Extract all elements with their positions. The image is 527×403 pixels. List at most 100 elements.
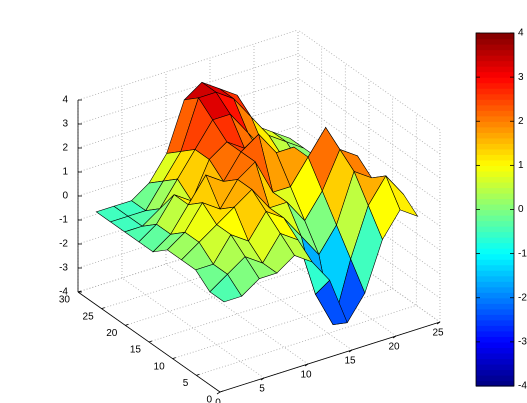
colorbar-cell — [476, 319, 514, 326]
colorbar-cell — [476, 231, 514, 238]
colorbar-cell — [476, 181, 514, 189]
colorbar-cell — [476, 88, 514, 95]
colorbar-tick-label: -3 — [518, 337, 527, 348]
x-tick — [436, 321, 441, 325]
grid-line — [297, 29, 441, 131]
colorbar-tick-label: 4 — [518, 28, 524, 39]
x-tick — [304, 363, 309, 367]
colorbar-cell — [476, 38, 514, 45]
colorbar-cell — [476, 99, 514, 106]
colorbar-cell — [476, 77, 514, 84]
z-tick-label: 1 — [62, 167, 68, 178]
z-tick-label: 2 — [62, 143, 68, 154]
x-tick — [348, 349, 353, 353]
colorbar-cell — [476, 137, 514, 144]
x-tick-label: 25 — [432, 328, 444, 339]
grid-line — [77, 53, 299, 125]
colorbar-cell — [476, 198, 514, 205]
colorbar-cell — [476, 215, 514, 222]
grid-line — [121, 277, 265, 379]
colorbar-cell — [476, 347, 514, 354]
colorbar-cell — [476, 209, 514, 216]
colorbar-cell — [476, 121, 514, 128]
colorbar-cell — [476, 154, 514, 161]
x-tick — [260, 377, 265, 381]
y-tick — [101, 307, 105, 310]
x-tick-label: 15 — [344, 356, 356, 367]
z-tick-label: -3 — [59, 263, 68, 274]
colorbar-cell — [476, 286, 514, 293]
colorbar-cell — [476, 281, 514, 288]
y-tick-label: 30 — [59, 295, 71, 306]
x-tick — [216, 391, 221, 395]
colorbar-cell — [476, 270, 514, 277]
colorbar-tick-label: -1 — [518, 248, 527, 259]
y-tick — [196, 373, 200, 376]
grid-line — [196, 304, 417, 376]
y-tick-label: 15 — [130, 345, 142, 356]
y-tick-label: 25 — [83, 311, 95, 322]
colorbar-cell — [476, 148, 514, 155]
colorbar-cell — [476, 358, 514, 365]
y-tick — [172, 357, 176, 360]
grid-line — [297, 53, 441, 155]
z-tick-label: 4 — [62, 95, 68, 106]
colorbar-tick-label: 1 — [518, 160, 524, 171]
colorbar-cell — [476, 104, 514, 111]
colorbar-cell — [476, 203, 514, 211]
z-tick-label: -2 — [59, 239, 68, 250]
colorbar-cell — [476, 115, 514, 122]
colorbar-cell — [476, 369, 514, 376]
colorbar-cell — [476, 275, 514, 282]
grid-line — [297, 101, 441, 203]
colorbar-cell — [476, 237, 514, 244]
colorbar-cell — [476, 55, 514, 62]
colorbar-cell — [476, 264, 514, 271]
colorbar-cell — [476, 314, 514, 321]
colorbar-cell — [476, 143, 514, 150]
z-tick-label: 3 — [62, 119, 68, 130]
y-tick — [219, 390, 224, 393]
colorbar-cell — [476, 60, 514, 67]
colorbar-cell — [476, 259, 514, 266]
colorbar-cell — [476, 253, 514, 260]
colorbar-cell — [476, 325, 514, 332]
colorbar-tick-label: -2 — [518, 292, 527, 303]
z-tick-label: -4 — [59, 287, 68, 298]
z-tick-label: 0 — [62, 191, 68, 202]
colorbar-cell — [476, 187, 514, 194]
colorbar-cell — [476, 71, 514, 78]
colorbar-cell — [476, 242, 514, 249]
colorbar-tick-label: 3 — [518, 72, 524, 83]
colorbar-cell — [476, 93, 514, 100]
colorbar-cell — [476, 33, 514, 40]
colorbar-cell — [476, 44, 514, 51]
x-tick-label: 0 — [215, 398, 221, 403]
grid-line — [77, 101, 299, 173]
y-tick-label: 10 — [154, 361, 166, 372]
colorbar-cell — [476, 220, 514, 227]
z-tick-label: -1 — [59, 215, 68, 226]
colorbar-cell — [476, 49, 514, 56]
x-tick — [392, 335, 397, 339]
grid-line — [77, 77, 299, 149]
colorbar-cell — [476, 126, 514, 133]
x-tick-label: 20 — [388, 342, 400, 353]
colorbar-tick-label: 0 — [518, 204, 524, 215]
grid-line — [77, 29, 299, 101]
colorbar-cell — [476, 192, 514, 200]
colorbar-cell — [476, 170, 514, 178]
colorbar-cell — [476, 330, 514, 337]
y-tick-label: 20 — [106, 328, 118, 339]
colorbar-cell — [476, 308, 514, 315]
surface-face — [209, 273, 243, 303]
colorbar-tick-label: -4 — [518, 381, 527, 392]
colorbar-cell — [476, 363, 514, 371]
colorbar-cell — [476, 176, 514, 183]
y-tick-label: 5 — [183, 378, 189, 389]
y-tick — [125, 323, 129, 326]
colorbar-cell — [476, 66, 514, 73]
colorbar-cell — [476, 374, 514, 382]
x-tick-label: 5 — [259, 384, 265, 395]
